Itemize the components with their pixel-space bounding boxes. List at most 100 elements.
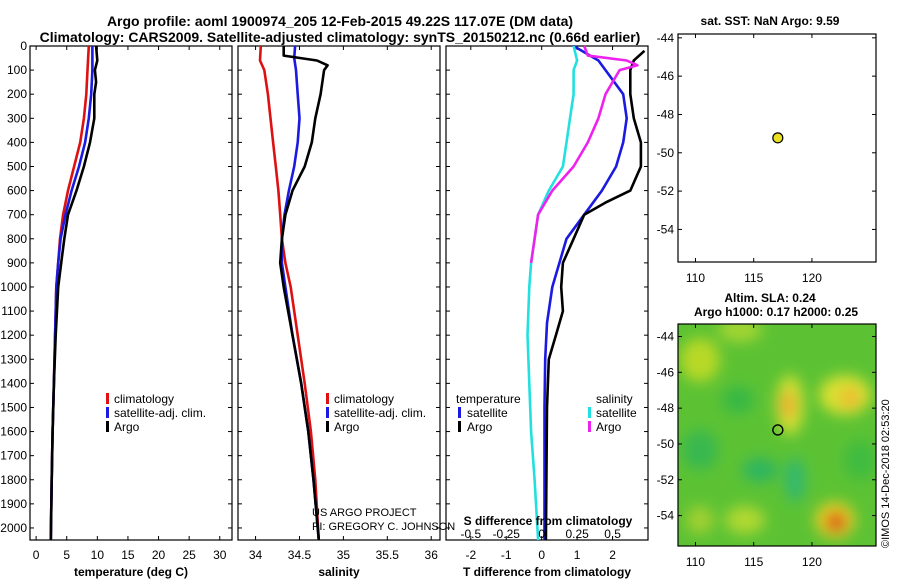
x-tick-label: 0 [538,548,545,562]
x-tick-label: 15 [121,548,135,562]
sla-map-panel [677,323,877,547]
legend-swatch-argo [106,421,109,432]
y-tick-label: 1500 [0,400,27,414]
y-tick-label: -50 [657,146,675,160]
y-tick-label: -54 [657,509,675,523]
sla-map-title-1: Altim. SLA: 0.24 [724,291,816,305]
credit-pi: PI: GREGORY C. JOHNSON [312,521,455,533]
x-tick-label: 30 [213,548,227,562]
series-line [529,45,639,264]
top-x-tick-label: 0.25 [565,527,589,541]
x-tick-label: 2 [609,548,616,562]
top-x-tick-label: -0.25 [493,527,521,541]
temperature-xlabel: temperature (deg C) [74,565,188,579]
sla-blob [718,324,762,342]
title-line-2: Climatology: CARS2009. Satellite-adjuste… [40,29,641,45]
legend-swatch-sal-argo [588,421,591,432]
y-tick-label: 200 [7,87,27,101]
y-tick-label: 1900 [0,497,27,511]
legend-satellite: satellite-adj. clim. [334,406,426,420]
series-line [49,45,99,541]
legend-swatch-temp-satellite [458,407,461,418]
top-x-tick-label: -0.5 [460,527,481,541]
sla-blob [844,440,876,480]
x-tick-label: 36 [425,548,439,562]
credit-project: US ARGO PROJECT [312,507,417,519]
argo-location-marker [772,132,784,144]
x-tick-label: -2 [465,548,476,562]
x-tick-label: 25 [182,548,196,562]
series-line [278,46,329,541]
legend-temp-satellite: satellite [467,406,508,420]
y-tick-label: -48 [657,107,675,121]
sla-blob [742,458,778,482]
legend-swatch-sal-satellite [588,407,591,418]
sla-blob [826,512,846,532]
x-tick-label: -1 [501,548,512,562]
sla-blob [785,458,805,502]
x-tick-label: 34.5 [288,548,312,562]
y-tick-label: 500 [7,159,27,173]
legend-sal-argo: Argo [596,420,622,434]
legend-swatch-argo [326,421,329,432]
top-x-tick-label: 0.5 [604,527,621,541]
y-tick-label: 1600 [0,425,27,439]
imos-credit: ©IMOS 14-Dec-2018 02:53:20 [880,399,892,548]
legend-argo: Argo [334,420,360,434]
legend-temp-argo: Argo [467,420,493,434]
top-x-tick-label: 0 [538,527,545,541]
legend-sal-satellite: satellite [596,406,637,420]
legend-temperature-heading: temperature [456,392,521,406]
x-tick-label: 35.5 [376,548,400,562]
x-tick-label: 34 [249,548,263,562]
salinity-panel [237,45,441,541]
temperature-panel [29,45,233,541]
legend-climatology: climatology [114,392,174,406]
legend-swatch-satellite [326,407,329,418]
legend-swatch-satellite [106,407,109,418]
difference-legend: temperature satellite Argo salinity sate… [456,392,637,434]
sst-map-panel [677,33,877,263]
y-tick-label: -46 [657,69,675,83]
sla-blob [725,506,765,534]
temperature-plot: 0 5 10 15 20 25 300100200300400500600700800900… [0,39,232,562]
salinity-plot: 34 34.5 35 35.5 36 [238,45,440,562]
x-tick-label: 5 [63,548,70,562]
sla-heatmap [678,324,876,546]
legend-argo: Argo [114,420,140,434]
sla-map-plot: 110 115 120 -44 -46 -48 -50 -52 -54 [657,324,876,569]
y-tick-label: -52 [657,184,675,198]
legend-swatch-temp-argo [458,421,461,432]
y-tick-label: 1700 [0,449,27,463]
salinity-legend: climatology satellite-adj. clim. Argo [326,392,426,434]
legend-swatch-climatology [106,393,109,404]
sla-map-title-2: Argo h1000: 0.17 h2000: 0.25 [694,305,858,319]
y-tick-label: 1000 [0,280,27,294]
x-tick-label: 110 [686,555,705,569]
y-tick-label: -52 [657,473,675,487]
x-tick-label: 1 [574,548,581,562]
y-tick-label: -46 [657,365,675,379]
y-tick-label: 100 [7,63,27,77]
y-tick-label: 800 [7,232,27,246]
y-tick-label: 300 [7,111,27,125]
y-tick-label: 1400 [0,376,27,390]
x-tick-label: 115 [744,271,763,285]
sla-blob [682,430,718,470]
y-tick-label: 1100 [1,304,27,318]
difference-plot: -2 -1 0 1 2 -0.5 -0.25 0 0.25 0.5 [446,44,648,562]
y-tick-label: 600 [7,184,27,198]
x-tick-label: 10 [91,548,105,562]
sst-map-title: sat. SST: NaN Argo: 9.59 [701,14,840,28]
y-tick-label: 1800 [0,473,27,487]
temperature-legend: climatology satellite-adj. clim. Argo [106,392,206,434]
x-tick-label: 115 [744,555,763,569]
sla-blob [840,388,860,408]
y-tick-label: -44 [657,31,675,45]
y-tick-label: -54 [657,222,675,236]
y-tick-label: 2000 [0,521,27,535]
y-tick-label: 400 [7,135,27,149]
series-line [543,44,629,540]
legend-satellite: satellite-adj. clim. [114,406,206,420]
